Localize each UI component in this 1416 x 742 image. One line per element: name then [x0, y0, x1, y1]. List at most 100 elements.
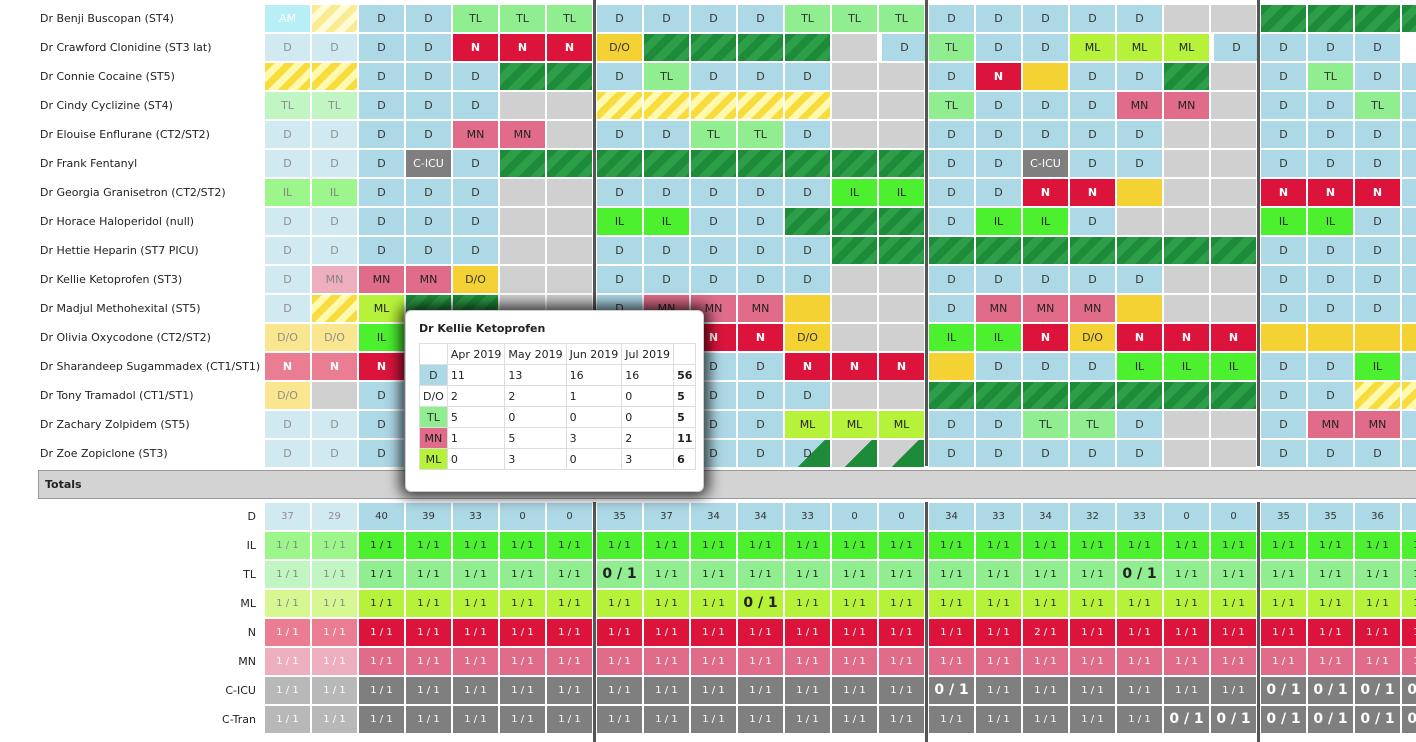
shift-cell[interactable]	[1260, 323, 1307, 352]
shift-cell[interactable]: D	[405, 207, 452, 236]
shift-cell[interactable]	[1210, 294, 1257, 323]
shift-cell[interactable]	[1210, 207, 1257, 236]
shift-cell[interactable]	[1163, 120, 1210, 149]
shift-cell[interactable]: MN	[452, 120, 499, 149]
shift-cell[interactable]	[546, 149, 593, 178]
shift-cell[interactable]: D	[311, 149, 358, 178]
shift-cell[interactable]: D	[452, 62, 499, 91]
shift-cell[interactable]: TL	[264, 91, 311, 120]
shift-cell[interactable]: D	[643, 120, 690, 149]
shift-cell[interactable]: IL	[1210, 352, 1257, 381]
shift-cell[interactable]: N	[1069, 178, 1116, 207]
shift-cell[interactable]: D	[1354, 207, 1401, 236]
shift-cell[interactable]	[975, 381, 1022, 410]
shift-cell[interactable]	[1210, 149, 1257, 178]
shift-cell[interactable]: D	[1401, 439, 1416, 468]
shift-cell[interactable]: D	[1116, 265, 1163, 294]
shift-cell[interactable]: D	[784, 62, 831, 91]
shift-cell[interactable]: D	[1116, 410, 1163, 439]
shift-cell[interactable]: N	[1163, 323, 1210, 352]
shift-cell[interactable]	[831, 265, 878, 294]
shift-cell[interactable]: D	[1116, 439, 1163, 468]
shift-cell[interactable]	[831, 294, 878, 323]
staff-name[interactable]: Dr Hettie Heparin (ST7 PICU)	[40, 244, 199, 257]
shift-cell[interactable]: D/O	[596, 33, 643, 62]
shift-cell[interactable]	[784, 149, 831, 178]
shift-cell[interactable]	[690, 149, 737, 178]
shift-cell[interactable]: D	[264, 410, 311, 439]
staff-name[interactable]: Dr Elouise Enflurane (CT2/ST2)	[40, 128, 210, 141]
shift-cell[interactable]: D	[1260, 236, 1307, 265]
shift-cell[interactable]: IL	[975, 323, 1022, 352]
shift-cell[interactable]: D	[928, 149, 975, 178]
shift-cell[interactable]	[1022, 381, 1069, 410]
shift-cell[interactable]: D	[737, 410, 784, 439]
shift-cell[interactable]	[1401, 4, 1416, 33]
shift-cell[interactable]: D	[643, 265, 690, 294]
shift-cell[interactable]: D	[928, 410, 975, 439]
shift-cell[interactable]: D	[1022, 265, 1069, 294]
shift-cell[interactable]	[1163, 149, 1210, 178]
staff-name[interactable]: Dr Zachary Zolpidem (ST5)	[40, 418, 190, 431]
shift-cell[interactable]: N	[546, 33, 593, 62]
shift-cell[interactable]	[1116, 236, 1163, 265]
shift-cell[interactable]: D	[1354, 149, 1401, 178]
shift-cell[interactable]: D	[452, 207, 499, 236]
shift-cell[interactable]	[1354, 4, 1401, 33]
shift-cell[interactable]: N	[1116, 323, 1163, 352]
shift-cell[interactable]	[1022, 62, 1069, 91]
shift-cell[interactable]: D	[1307, 352, 1354, 381]
shift-cell[interactable]: D	[1116, 149, 1163, 178]
staff-name[interactable]: Dr Cindy Cyclizine (ST4)	[40, 99, 173, 112]
shift-cell[interactable]: D	[928, 178, 975, 207]
shift-cell[interactable]: D	[1401, 294, 1416, 323]
shift-cell[interactable]	[1116, 294, 1163, 323]
shift-cell[interactable]: D	[452, 91, 499, 120]
shift-cell[interactable]: D	[690, 178, 737, 207]
shift-cell[interactable]	[1354, 381, 1401, 410]
shift-cell[interactable]	[1163, 4, 1210, 33]
shift-cell[interactable]: TL	[1022, 410, 1069, 439]
shift-cell[interactable]: D	[264, 33, 311, 62]
shift-cell[interactable]: D	[1401, 62, 1416, 91]
shift-cell[interactable]: N	[1022, 178, 1069, 207]
shift-cell[interactable]: D	[928, 439, 975, 468]
shift-cell[interactable]	[311, 62, 358, 91]
shift-cell[interactable]: D	[975, 149, 1022, 178]
staff-name[interactable]: Dr Sharandeep Sugammadex (CT1/ST1)	[40, 360, 261, 373]
shift-cell[interactable]: D	[1307, 91, 1354, 120]
shift-cell[interactable]: N	[1260, 178, 1307, 207]
shift-cell[interactable]: TL	[878, 4, 925, 33]
shift-cell[interactable]	[831, 91, 878, 120]
shift-cell[interactable]: IL	[1116, 352, 1163, 381]
shift-cell[interactable]	[1307, 323, 1354, 352]
shift-cell[interactable]: TL	[452, 4, 499, 33]
shift-cell[interactable]: D	[737, 178, 784, 207]
shift-cell[interactable]	[1210, 410, 1257, 439]
shift-cell[interactable]	[1116, 381, 1163, 410]
shift-cell[interactable]: D	[596, 62, 643, 91]
shift-cell[interactable]: D	[737, 439, 784, 468]
shift-cell[interactable]: IL	[1307, 207, 1354, 236]
shift-cell[interactable]: N	[784, 352, 831, 381]
shift-cell[interactable]: TL	[499, 4, 546, 33]
shift-cell[interactable]: D	[1401, 410, 1416, 439]
shift-cell[interactable]: D/O	[1069, 323, 1116, 352]
shift-cell[interactable]: D	[596, 236, 643, 265]
shift-cell[interactable]	[499, 207, 546, 236]
shift-cell[interactable]: D	[1354, 62, 1401, 91]
shift-cell[interactable]	[831, 120, 878, 149]
shift-cell[interactable]: D	[737, 207, 784, 236]
shift-cell[interactable]: N	[1022, 323, 1069, 352]
shift-cell[interactable]: D	[1260, 62, 1307, 91]
shift-cell[interactable]: D	[975, 33, 1022, 62]
shift-cell[interactable]: MN	[405, 265, 452, 294]
shift-cell[interactable]	[1260, 4, 1307, 33]
shift-cell[interactable]	[1307, 4, 1354, 33]
shift-cell[interactable]: D	[1260, 381, 1307, 410]
shift-cell[interactable]: MN	[1069, 294, 1116, 323]
shift-cell[interactable]: D	[928, 265, 975, 294]
shift-cell[interactable]: TL	[831, 4, 878, 33]
shift-cell[interactable]: D	[405, 236, 452, 265]
shift-cell[interactable]	[546, 62, 593, 91]
